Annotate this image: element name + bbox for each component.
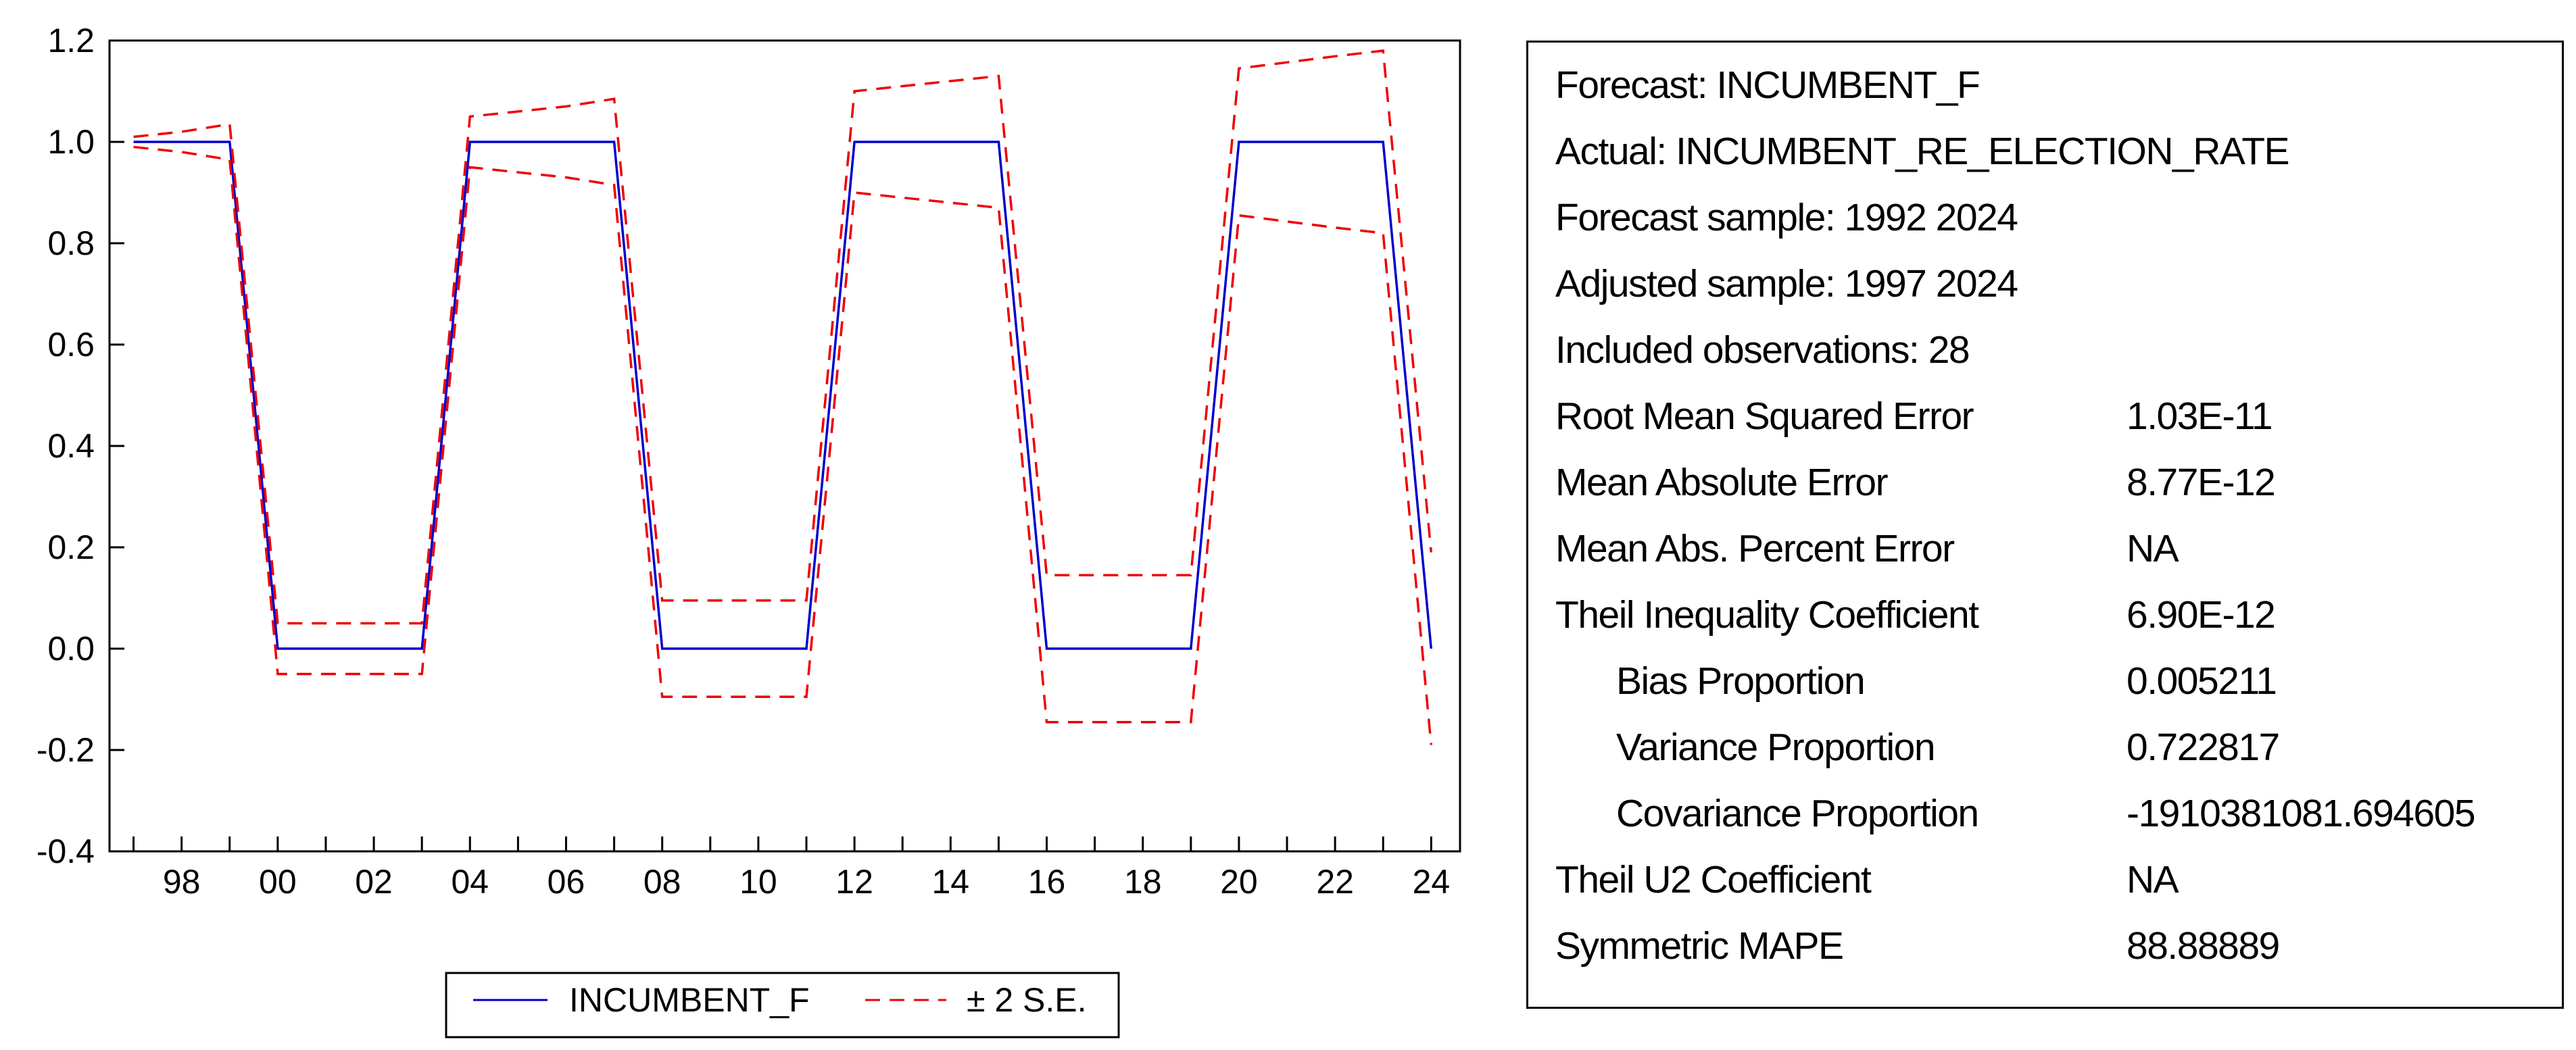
stat-row-smape: Symmetric MAPE 88.88889 <box>1528 924 2562 990</box>
stat-label-mape: Mean Abs. Percent Error <box>1555 527 1955 570</box>
forecast-chart: -0.4 -0.2 0.0 0.2 0.4 0.6 0.8 1.0 1.2 98 00 02 04 06… <box>37 22 1461 1039</box>
x-tick-label: 06 <box>548 863 585 901</box>
x-tick-label: 18 <box>1124 863 1162 901</box>
stat-included-obs: Included observations: 28 <box>1555 328 1970 372</box>
series-line-se-lower <box>133 145 1433 745</box>
stat-adjusted-sample-row: Adjusted sample: 1997 2024 <box>1528 261 2562 328</box>
stat-forecast: Forecast: INCUMBENT_F <box>1555 64 1980 107</box>
series-line-incumbent-f <box>133 141 1433 650</box>
x-axis: 98 00 02 04 06 08 10 12 14 16 18 20 22 24 <box>132 836 1451 901</box>
stat-row-covariance: Covariance Proportion -1910381081.694605 <box>1528 791 2562 857</box>
stat-included-obs-row: Included observations: 28 <box>1528 328 2562 394</box>
stat-row-bias: Bias Proportion 0.005211 <box>1528 659 2562 725</box>
stat-value-theil-u2: NA <box>2127 858 2179 901</box>
stat-value-covariance: -1910381081.694605 <box>2127 792 2476 835</box>
x-tick-label: 04 <box>451 863 489 901</box>
stat-actual: Actual: INCUMBENT_RE_ELECTION_RATE <box>1555 130 2290 173</box>
stat-label-variance: Variance Proportion <box>1616 726 1936 769</box>
x-tick-label: 98 <box>163 863 201 901</box>
stat-row-theil-u2: Theil U2 Coefficient NA <box>1528 857 2562 924</box>
stat-forecast-sample: Forecast sample: 1992 2024 <box>1555 196 2018 239</box>
y-tick-label: 1.2 <box>47 22 95 59</box>
stat-row-theil: Theil Inequality Coefficient 6.90E-12 <box>1528 593 2562 659</box>
stat-forecast-row: Forecast: INCUMBENT_F <box>1528 63 2562 129</box>
x-tick-label: 14 <box>931 863 969 901</box>
x-tick-label: 08 <box>643 863 681 901</box>
stat-label-bias: Bias Proportion <box>1616 659 1866 703</box>
x-tick-label: 10 <box>739 863 777 901</box>
stat-label-mae: Mean Absolute Error <box>1555 461 1889 504</box>
stat-value-bias: 0.005211 <box>2127 659 2277 703</box>
legend-label-se-band: ± 2 S.E. <box>967 981 1087 1019</box>
stat-forecast-sample-row: Forecast sample: 1992 2024 <box>1528 195 2562 261</box>
stat-label-theil-u2: Theil U2 Coefficient <box>1555 858 1872 901</box>
y-tick-label: 0.0 <box>47 630 95 668</box>
x-tick-label: 24 <box>1413 863 1451 901</box>
y-tick-label: 1.0 <box>47 123 95 161</box>
stat-row-mae: Mean Absolute Error 8.77E-12 <box>1528 460 2562 526</box>
stat-adjusted-sample: Adjusted sample: 1997 2024 <box>1555 262 2018 305</box>
stat-label-covariance: Covariance Proportion <box>1616 792 1979 835</box>
stat-row-rmse: Root Mean Squared Error 1.03E-11 <box>1528 394 2562 460</box>
stat-label-rmse: Root Mean Squared Error <box>1555 395 1974 438</box>
y-tick-label: 0.2 <box>47 528 95 566</box>
x-tick-label: 20 <box>1220 863 1258 901</box>
series-line-se-upper <box>133 49 1433 625</box>
stat-value-rmse: 1.03E-11 <box>2127 395 2273 438</box>
stat-value-theil: 6.90E-12 <box>2127 593 2276 636</box>
x-tick-label: 00 <box>259 863 297 901</box>
stat-value-mae: 8.77E-12 <box>2127 461 2276 504</box>
legend-frame <box>445 972 1120 1039</box>
y-tick-label: -0.2 <box>37 731 95 769</box>
legend: INCUMBENT_F ± 2 S.E. <box>445 972 1120 1039</box>
stat-label-smape: Symmetric MAPE <box>1555 924 1844 968</box>
stat-value-smape: 88.88889 <box>2127 924 2280 968</box>
stat-row-variance: Variance Proportion 0.722817 <box>1528 725 2562 791</box>
legend-label-incumbent-f: INCUMBENT_F <box>569 981 810 1019</box>
stat-value-mape: NA <box>2127 527 2179 570</box>
y-tick-label: -0.4 <box>37 832 95 870</box>
x-tick-label: 12 <box>835 863 873 901</box>
stat-label-theil: Theil Inequality Coefficient <box>1555 593 1979 636</box>
y-axis: -0.4 -0.2 0.0 0.2 0.4 0.6 0.8 1.0 1.2 <box>37 22 124 870</box>
x-tick-label: 22 <box>1316 863 1354 901</box>
stat-value-variance: 0.722817 <box>2127 726 2280 769</box>
x-tick-label: 02 <box>355 863 393 901</box>
forecast-stats-panel: Forecast: INCUMBENT_F Actual: INCUMBENT_… <box>1526 41 2564 1009</box>
y-tick-label: 0.4 <box>47 427 95 465</box>
stat-actual-row: Actual: INCUMBENT_RE_ELECTION_RATE <box>1528 129 2562 195</box>
stat-row-mape: Mean Abs. Percent Error NA <box>1528 526 2562 593</box>
series-layer <box>133 49 1433 745</box>
y-tick-label: 0.8 <box>47 224 95 262</box>
x-tick-label: 16 <box>1028 863 1066 901</box>
plot-frame <box>108 39 1461 853</box>
y-tick-label: 0.6 <box>47 326 95 364</box>
